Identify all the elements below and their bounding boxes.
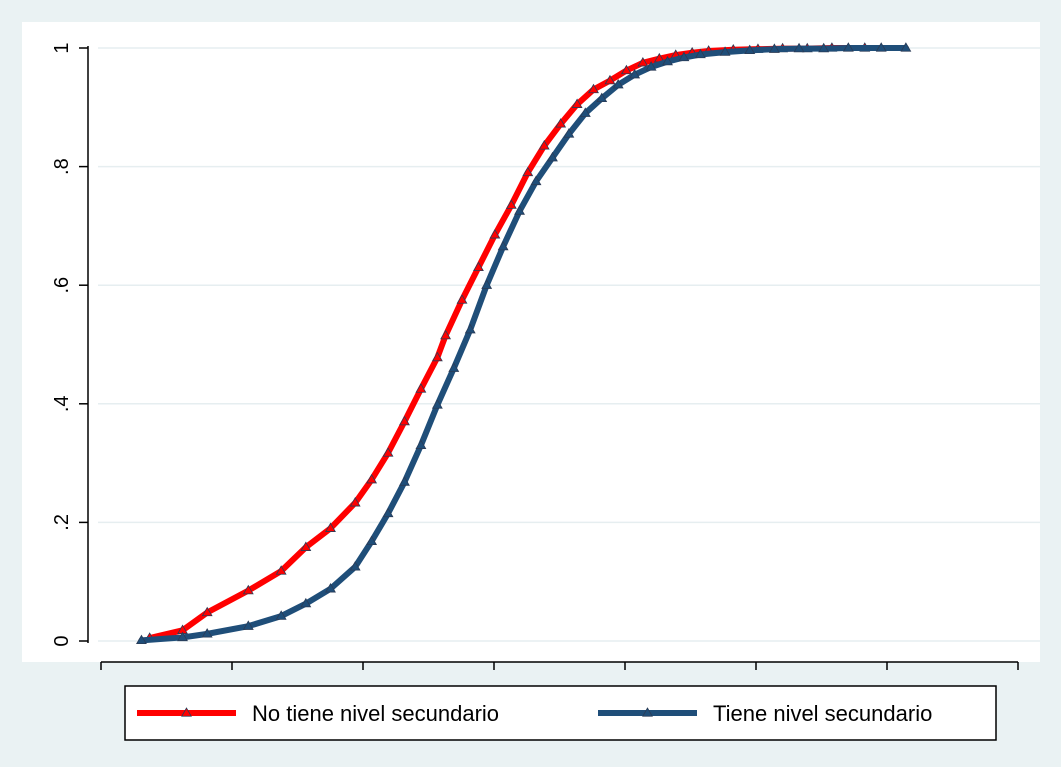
series-point (464, 323, 476, 334)
series-point (522, 166, 534, 177)
series-point (415, 439, 427, 449)
series-point (325, 522, 336, 532)
series-point (620, 64, 632, 75)
series-layer (135, 42, 912, 645)
series-point (275, 565, 287, 575)
series-point (431, 351, 443, 362)
series-point (678, 51, 690, 62)
series-point (135, 634, 147, 645)
series-point (366, 535, 378, 546)
series-point (555, 118, 567, 128)
series-point (399, 476, 410, 486)
series-point (900, 42, 912, 52)
series-point (588, 83, 599, 94)
y-tick-label: .2 (51, 514, 73, 531)
series-point (875, 42, 887, 52)
series-point (456, 294, 468, 304)
series-point (629, 68, 641, 79)
series-point (300, 597, 312, 608)
series-point (325, 583, 336, 593)
series-point (473, 261, 484, 272)
y-tick-label: .4 (51, 395, 73, 412)
series-point (546, 151, 558, 162)
series-point (571, 98, 583, 108)
legend-label-1: No tiene nivel secundario (252, 701, 499, 726)
series-point (201, 628, 213, 638)
legend-box (124, 685, 997, 741)
series-point (842, 42, 854, 52)
series-point (596, 92, 608, 103)
series-point (514, 205, 526, 215)
legend-marker (181, 707, 192, 717)
legend: No tiene nivel secundario Tiene nivel sec… (124, 685, 997, 741)
series-point (563, 128, 575, 138)
legend-label-2: Tiene nivel secundario (713, 701, 932, 726)
series-point (201, 606, 213, 617)
series-point (177, 631, 188, 642)
series-point (768, 43, 780, 53)
series-point (744, 44, 756, 55)
series-point (382, 507, 394, 518)
series-point (637, 57, 649, 67)
series-point (538, 140, 550, 150)
series-point (694, 48, 706, 59)
series-point (349, 561, 361, 571)
grid-layer (98, 47, 1040, 642)
series-point (242, 620, 254, 630)
series-point (604, 74, 616, 85)
series-point (440, 329, 452, 340)
series-point (612, 78, 624, 89)
series-point (489, 228, 501, 239)
series-point (242, 584, 254, 595)
series-point (530, 175, 542, 186)
series-point (497, 240, 509, 251)
series-point (719, 46, 731, 56)
series-point (645, 61, 657, 71)
series-point (818, 42, 830, 53)
series-point (275, 610, 287, 620)
series-point (415, 383, 427, 393)
series-point (448, 362, 460, 372)
series-point (662, 55, 673, 66)
series-point (399, 415, 410, 426)
series-point (300, 541, 312, 551)
plot-background (22, 22, 1040, 662)
y-tick-label: 1 (51, 42, 73, 53)
series-point (366, 473, 378, 484)
series-point (382, 447, 394, 457)
series-point (481, 279, 493, 289)
y-tick-label: .8 (51, 158, 73, 175)
y-tick-label: 0 (51, 635, 73, 646)
axis-layer: 0 .2 .4 .6 .8 1 (51, 42, 1019, 670)
series-point (505, 199, 517, 209)
y-tick-label: .6 (51, 277, 73, 294)
series-point (793, 42, 805, 53)
series-point (579, 107, 591, 117)
series-point (431, 399, 443, 409)
legend-marker (642, 707, 653, 717)
series-point (349, 497, 361, 507)
